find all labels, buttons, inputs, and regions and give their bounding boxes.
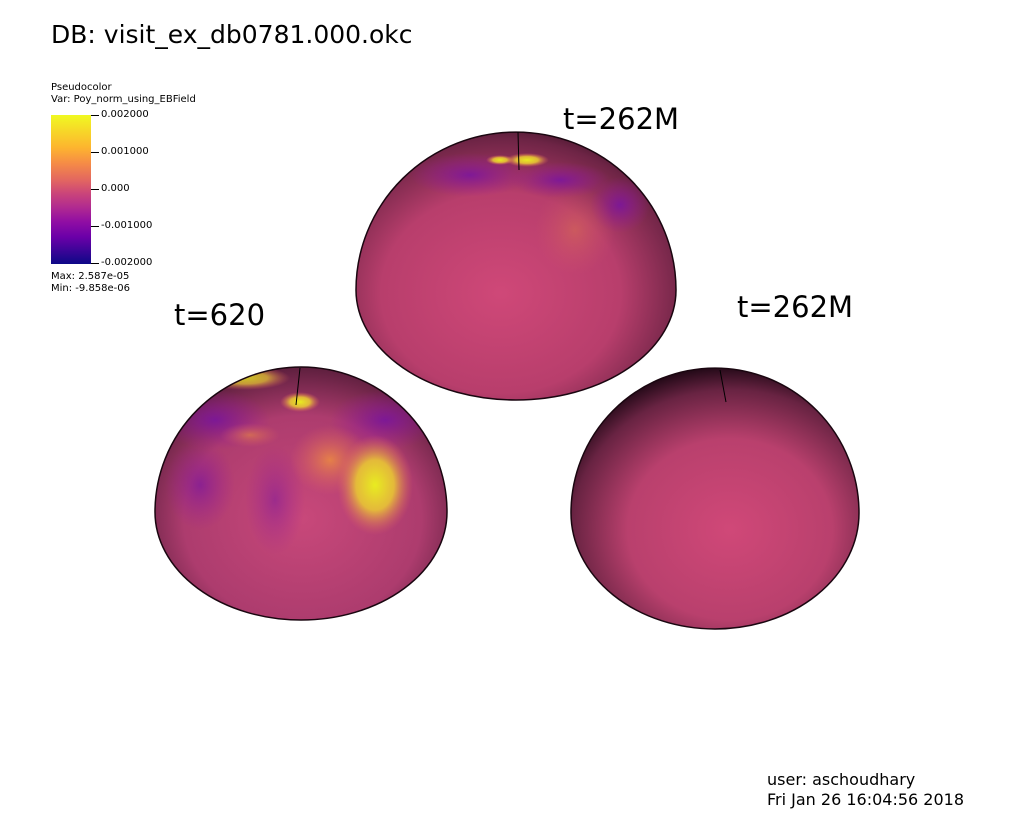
hemisphere-left-seam [295,367,301,406]
hemisphere-right-seam [719,369,727,403]
legend-tick-label: 0.002000 [101,109,149,120]
hemisphere-right [571,368,859,629]
legend-colorbar [51,115,91,264]
legend-tick-label: 0.001000 [101,146,149,157]
user-info: user: aschoudhary [767,770,916,789]
hemisphere-left-outline [154,366,448,621]
legend-variable: Var: Poy_norm_using_EBField [51,94,196,105]
view-label-right: t=262M [737,290,854,324]
hemisphere-top-seam [517,131,520,171]
legend-tick [91,263,99,264]
hemisphere-top [356,132,676,400]
hemisphere-right-outline [570,367,860,630]
legend-tick-label: 0.000 [101,183,130,194]
view-label-left: t=620 [174,298,266,332]
legend-min: Min: -9.858e-06 [51,283,131,294]
legend-tick [91,189,99,190]
database-title: DB: visit_ex_db0781.000.okc [51,20,413,49]
legend-max: Max: 2.587e-05 [51,271,130,282]
legend-tick-label: -0.002000 [101,257,153,268]
hemisphere-top-outline [355,131,677,401]
view-label-top: t=262M [563,102,680,136]
legend-plot-type: Pseudocolor [51,82,112,93]
legend-tick [91,115,99,116]
timestamp: Fri Jan 26 16:04:56 2018 [767,790,965,809]
legend-tick [91,226,99,227]
legend-tick-label: -0.001000 [101,220,153,231]
legend-tick [91,152,99,153]
